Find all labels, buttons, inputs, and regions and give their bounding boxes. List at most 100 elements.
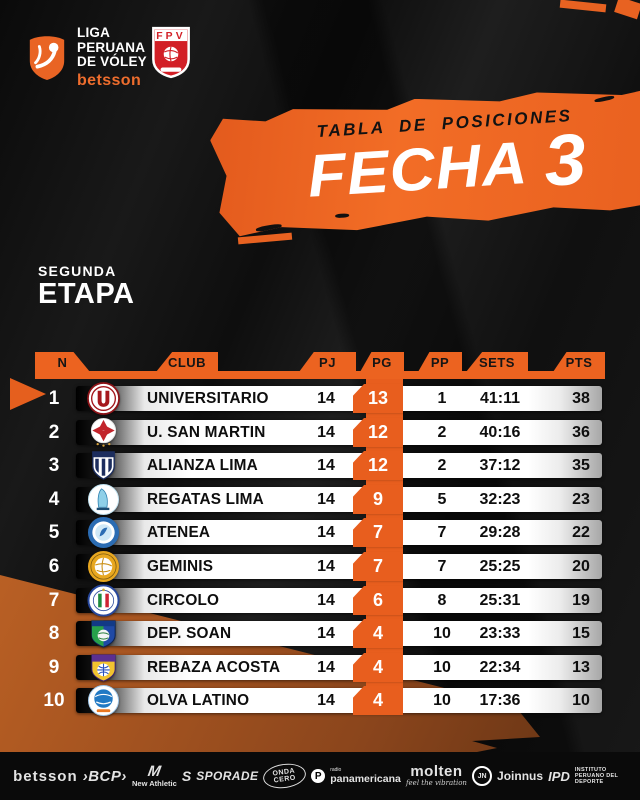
rank-number: 10 [43, 690, 65, 711]
league-line-1: LIGA [77, 25, 111, 40]
pts-value: 23 [572, 491, 590, 508]
team-name: ALIANZA LIMA [147, 457, 258, 474]
pj-value: 14 [317, 424, 335, 441]
molten-wordmark: molten [410, 763, 463, 780]
sponsor-sporade: S SPORADE [182, 768, 259, 784]
team-logo-atenea [87, 516, 120, 549]
fecha-word: FECHA [305, 129, 530, 210]
team-row-bar [76, 588, 602, 613]
molten-lockup: molten feel the vibration [405, 763, 467, 787]
pg-value: 7 [353, 552, 403, 581]
betsson-wordmark: betsson [13, 767, 78, 785]
pts-value: 22 [572, 524, 590, 541]
ipd-wordmark: IPD [548, 768, 570, 784]
team-row-bar [76, 487, 602, 512]
pg-value: 4 [353, 619, 403, 648]
joinnus-circle-icon: JN [472, 766, 493, 786]
sets-value: 29:28 [479, 524, 521, 541]
team-row-bar [76, 520, 602, 545]
pj-value: 14 [317, 692, 335, 709]
pj-value: 14 [317, 625, 335, 642]
pts-value: 13 [572, 659, 590, 676]
panamericana-wordmark: panamericana [330, 773, 401, 785]
team-logo-regatas-lima [87, 483, 120, 516]
pj-value: 14 [317, 524, 335, 541]
new-athletic-mark-icon: M [146, 762, 163, 780]
ipd-full-name: INSTITUTO PERUANO DEL DEPORTE [574, 767, 619, 785]
column-header-pts: PTS [553, 352, 605, 372]
team-logo-olva-latino [87, 684, 120, 717]
pp-value: 1 [437, 390, 447, 407]
league-wordmark: LIGA PERUANA DE VÓLEY betsson [77, 25, 147, 90]
pts-value: 35 [572, 457, 590, 474]
team-logo-universitario [87, 382, 120, 415]
pj-value: 14 [317, 558, 335, 575]
pp-value: 10 [433, 692, 451, 709]
column-header-n: N [35, 352, 90, 372]
team-row-bar [76, 621, 602, 646]
pg-value: 12 [353, 451, 403, 480]
pg-value: 12 [353, 418, 403, 447]
rank-number: 9 [48, 657, 60, 678]
sporade-bolt-icon: S [181, 768, 192, 784]
team-name: DEP. SOAN [147, 625, 232, 642]
sponsor-new-athletic: M New Athletic [132, 762, 177, 788]
sponsor-ipd: IPD INSTITUTO PERUANO DEL DEPORTE [548, 767, 627, 785]
brush-speck-corner [614, 0, 640, 20]
sponsor-betsson: betsson [13, 768, 78, 785]
sporade-wordmark: SPORADE [196, 769, 259, 783]
team-name: GEMINIS [147, 558, 214, 575]
molten-tagline: feel the vibration [405, 779, 467, 787]
cero-line: CERO [273, 774, 297, 785]
rank-number: 2 [48, 422, 60, 443]
liga-peruana-shield-logo [29, 36, 65, 80]
brush-black-speck [256, 223, 282, 232]
column-header-club: CLUB [156, 352, 218, 372]
stage-bottom-label: ETAPA [38, 278, 135, 310]
fecha-number: 3 [541, 119, 590, 202]
pj-value: 14 [317, 457, 335, 474]
team-name: OLVA LATINO [147, 692, 250, 709]
pg-value: 6 [353, 586, 403, 615]
pg-value: 9 [353, 485, 403, 514]
column-header-pp: PP [418, 352, 462, 372]
column-header-pj: PJ [299, 352, 356, 372]
pts-value: 15 [572, 625, 590, 642]
team-logo-geminis [87, 550, 120, 583]
sets-value: 25:31 [479, 592, 521, 609]
joinnus-wordmark: Joinnus [497, 769, 544, 783]
column-header-sets: SETS [466, 352, 528, 372]
stage-label: SEGUNDA ETAPA [38, 263, 134, 310]
brush-black-speck [515, 210, 555, 220]
column-header-pg: PG [360, 352, 404, 372]
sets-value: 17:36 [479, 692, 521, 709]
new-athletic-lockup: M New Athletic [132, 762, 177, 788]
team-name: REBAZA ACOSTA [147, 659, 281, 676]
pj-value: 14 [317, 390, 335, 407]
pj-value: 14 [317, 491, 335, 508]
pp-value: 7 [437, 524, 447, 541]
rank-number: 6 [48, 556, 60, 577]
pp-value: 10 [433, 625, 451, 642]
sets-value: 40:16 [479, 424, 521, 441]
pts-value: 19 [572, 592, 590, 609]
league-line-3: DE VÓLEY [77, 54, 147, 69]
pts-value: 38 [572, 390, 590, 407]
pg-value: 4 [353, 686, 403, 715]
team-logo-alianza-lima [87, 449, 120, 482]
sets-value: 25:25 [479, 558, 521, 575]
sets-value: 37:12 [479, 457, 521, 474]
sets-value: 32:23 [479, 491, 521, 508]
brush-black-speck [335, 213, 349, 218]
sponsor-bcp: ›BCP› [83, 768, 127, 785]
pp-value: 2 [437, 457, 447, 474]
radio-label: radio [330, 767, 342, 773]
pg-value: 13 [353, 384, 403, 413]
team-logo-rebaza-acosta [87, 651, 120, 684]
pj-value: 14 [317, 659, 335, 676]
brush-black-speck [594, 95, 614, 103]
pg-value: 7 [353, 518, 403, 547]
sponsor-joinnus: JN Joinnus [472, 766, 543, 786]
pts-value: 10 [572, 692, 590, 709]
